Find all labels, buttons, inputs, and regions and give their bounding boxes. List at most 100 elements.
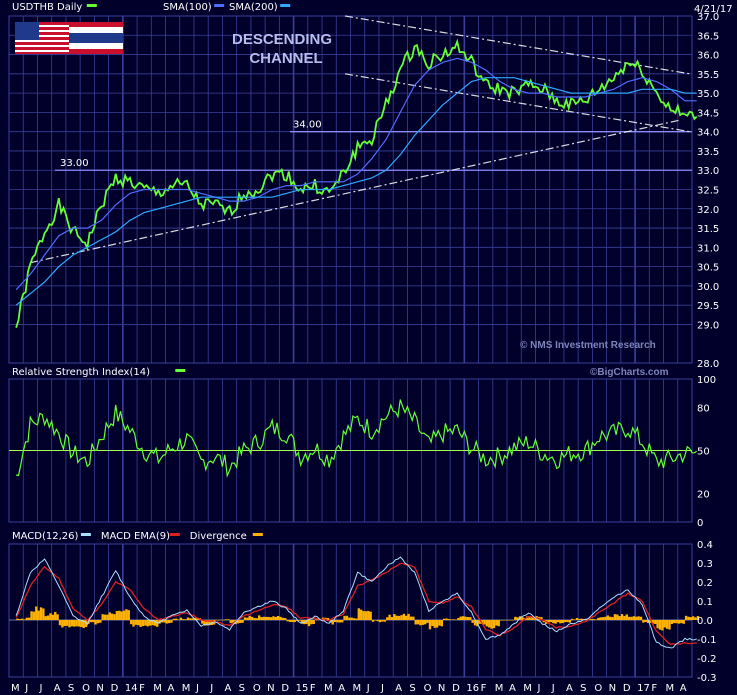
divergence-bar <box>497 620 500 627</box>
divergence-bar <box>293 620 296 623</box>
x-tick-label: 14 <box>125 683 138 694</box>
divergence-bar <box>424 620 427 625</box>
y-tick-label: 0.3 <box>697 559 713 570</box>
divergence-bar <box>658 620 662 630</box>
price-legend: USDTHB Daily SMA(100) SMA(200) <box>12 2 291 13</box>
divergence-bar <box>445 618 448 620</box>
series-line-sma-100- <box>15 57 697 291</box>
divergence-bar <box>110 613 114 620</box>
x-tick-label: J <box>24 683 28 694</box>
y-tick-label: 30.5 <box>697 263 719 274</box>
divergence-bar <box>578 618 581 620</box>
y-tick-label: 33.0 <box>697 166 719 177</box>
x-tick-label: N <box>438 683 445 694</box>
x-tick-label: A <box>224 683 231 694</box>
x-tick-label: J <box>536 683 540 694</box>
divergence-bar <box>61 620 64 628</box>
x-tick-label: S <box>239 683 245 694</box>
divergence-bar <box>473 620 477 626</box>
divergence-bar <box>661 620 664 631</box>
y-tick-label: 100 <box>697 375 716 386</box>
divergence-bar <box>132 620 135 627</box>
y-tick-label: 34.0 <box>697 128 719 139</box>
divergence-bar <box>63 620 66 627</box>
divergence-bar <box>148 620 152 626</box>
divergence-bar <box>182 619 185 620</box>
divergence-bar <box>419 620 422 626</box>
y-tick-label: -0.2 <box>697 654 717 665</box>
divergence-bar <box>357 608 360 620</box>
legend-label: Relative Strength Index(14) <box>12 367 150 378</box>
divergence-bar <box>175 618 178 620</box>
divergence-bar <box>336 620 339 623</box>
divergence-bar <box>269 617 273 620</box>
divergence-bar <box>627 616 631 620</box>
divergence-bar <box>378 620 382 623</box>
series-line-rsi <box>16 399 698 478</box>
divergence-bar <box>642 620 645 623</box>
divergence-bar <box>390 617 394 620</box>
panel-frame-2 <box>8 543 693 678</box>
divergence-bar <box>32 611 36 620</box>
divergence-bar <box>611 617 614 620</box>
legend-swatch <box>80 533 91 536</box>
divergence-bar <box>630 616 633 620</box>
y-tick-label: 29.0 <box>697 320 719 331</box>
divergence-bar <box>241 620 244 623</box>
divergence-bar <box>338 620 342 623</box>
divergence-bar <box>383 620 387 622</box>
divergence-bar <box>516 617 519 620</box>
y-tick-label: 0.2 <box>697 578 713 589</box>
divergence-bar <box>220 619 223 621</box>
watermark-text: © NMS Investment Research <box>520 340 656 351</box>
divergence-bar <box>450 619 453 620</box>
divergence-bar <box>115 610 119 620</box>
y-tick-label: 30.0 <box>697 282 719 293</box>
divergence-bar <box>507 620 510 621</box>
divergence-bar <box>134 620 138 625</box>
divergence-bar <box>466 616 470 620</box>
divergence-bar <box>623 615 626 620</box>
x-tick-label: S <box>580 683 586 694</box>
divergence-bar <box>412 616 415 620</box>
divergence-bar <box>665 620 669 629</box>
divergence-bar <box>694 617 697 620</box>
reference-lines: 34.00 33.00 <box>55 120 692 171</box>
divergence-bar <box>397 615 401 620</box>
divergence-bar <box>329 620 332 623</box>
divergence-bar <box>158 620 161 624</box>
divergence-bar <box>670 620 674 625</box>
legend-label: MACD EMA(9) <box>101 531 170 542</box>
divergence-bar <box>167 620 171 624</box>
y-tick-label: 0 <box>697 518 703 529</box>
divergence-bar <box>172 618 176 620</box>
divergence-bar <box>625 614 628 620</box>
divergence-bar <box>495 620 498 626</box>
divergence-bar <box>616 614 619 620</box>
divergence-bar <box>395 615 398 620</box>
divergence-bar <box>345 615 349 620</box>
divergence-bar <box>369 611 372 620</box>
y-tick-label: 37.0 <box>697 12 719 23</box>
y-tick-label: 36.0 <box>697 51 719 62</box>
x-tick-label: M <box>495 683 504 694</box>
x-tick-label: A <box>509 683 516 694</box>
divergence-bar <box>414 620 417 625</box>
divergence-bar <box>54 611 57 620</box>
x-tick-label: M <box>523 683 532 694</box>
divergence-bar <box>438 620 441 626</box>
divergence-bar <box>258 615 261 620</box>
divergence-bar <box>478 620 481 624</box>
divergence-bar <box>601 617 605 620</box>
series-line-usdthb-daily <box>15 38 698 328</box>
divergence-bar <box>184 619 187 620</box>
divergence-bar <box>343 615 346 620</box>
divergence-bar <box>554 620 557 624</box>
divergence-bar <box>262 616 266 620</box>
x-tick-label: J <box>195 683 199 694</box>
rsi-panel-series <box>9 399 698 478</box>
divergence-bar <box>314 619 318 620</box>
divergence-bar <box>73 620 76 627</box>
divergence-bar <box>509 619 512 621</box>
x-tick-label: A <box>395 683 402 694</box>
